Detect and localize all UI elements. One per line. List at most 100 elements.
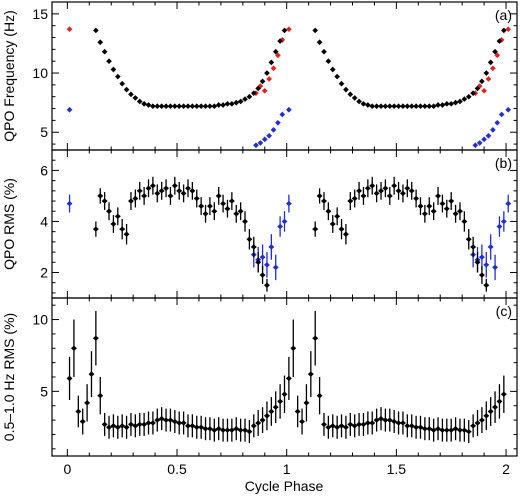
data-point: [264, 282, 270, 289]
data-point: [286, 26, 292, 33]
data-point: [498, 111, 505, 118]
data-point: [172, 103, 178, 110]
data-point: [136, 98, 143, 105]
data-point: [114, 213, 121, 220]
series-blue: [66, 194, 512, 281]
data-point: [485, 132, 492, 139]
data-point: [211, 208, 218, 215]
data-point: [360, 421, 367, 428]
data-point: [158, 415, 165, 422]
data-point: [294, 408, 301, 415]
data-point: [400, 103, 406, 110]
data-point: [119, 80, 126, 87]
data-point: [470, 90, 476, 96]
data-point: [400, 190, 406, 197]
data-point: [114, 424, 121, 431]
data-point: [439, 200, 446, 207]
data-point: [351, 423, 358, 429]
data-point: [158, 103, 165, 110]
data-point: [172, 182, 178, 189]
data-point: [343, 424, 349, 431]
data-point: [369, 182, 376, 189]
data-point: [242, 427, 248, 433]
data-point: [479, 417, 485, 423]
x-tick-label: 0: [63, 461, 71, 477]
data-point: [461, 218, 468, 225]
data-point: [448, 427, 455, 433]
data-point: [277, 398, 283, 405]
data-point: [167, 103, 174, 110]
data-point: [167, 193, 174, 199]
data-point: [180, 103, 187, 110]
data-point: [408, 423, 415, 429]
data-point: [154, 103, 161, 110]
data-point: [163, 103, 169, 110]
data-point: [154, 417, 161, 423]
data-point: [255, 259, 262, 266]
data-point: [457, 427, 463, 433]
data-point: [88, 371, 95, 377]
data-point: [66, 200, 73, 207]
data-point: [277, 223, 283, 230]
data-point: [430, 208, 437, 215]
data-point: [193, 195, 200, 202]
data-point: [185, 103, 191, 110]
data-point: [329, 423, 336, 429]
data-point: [101, 198, 108, 204]
data-point: [325, 424, 332, 431]
data-point: [426, 203, 433, 209]
data-point: [132, 423, 139, 429]
data-point: [395, 420, 402, 426]
data-point: [93, 27, 99, 34]
data-point: [264, 412, 270, 419]
data-point: [439, 427, 446, 433]
data-point: [404, 423, 411, 429]
data-point: [211, 427, 218, 433]
data-point: [255, 420, 262, 426]
y-tick-label: 15: [32, 6, 48, 22]
data-point: [391, 418, 397, 425]
data-point: [229, 198, 235, 204]
data-point: [472, 142, 479, 149]
data-point: [145, 102, 152, 108]
data-point: [382, 103, 389, 110]
data-point: [400, 420, 406, 426]
data-point: [329, 66, 336, 73]
data-point: [207, 103, 213, 110]
data-point: [172, 418, 178, 425]
data-point: [259, 78, 266, 85]
data-point: [325, 208, 332, 215]
data-point: [351, 95, 358, 101]
data-point: [202, 103, 209, 110]
data-point: [176, 187, 183, 194]
data-point: [365, 185, 371, 192]
data-point: [259, 272, 266, 278]
data-point: [501, 27, 507, 34]
data-point: [417, 103, 424, 110]
data-point: [281, 218, 288, 225]
data-point: [66, 375, 73, 382]
data-point: [93, 335, 99, 342]
data-point: [189, 103, 196, 110]
data-point: [422, 425, 428, 432]
data-point: [193, 103, 200, 110]
data-point: [505, 200, 512, 207]
data-point: [198, 103, 204, 110]
data-point: [198, 203, 204, 209]
data-point: [408, 103, 415, 110]
data-point: [286, 200, 292, 207]
data-point: [338, 80, 345, 87]
data-point: [501, 391, 507, 398]
data-point: [261, 136, 268, 143]
data-point: [110, 221, 117, 227]
data-point: [303, 400, 310, 406]
data-point: [154, 190, 161, 197]
data-point: [141, 193, 147, 199]
data-point: [136, 421, 143, 428]
data-point: [479, 254, 485, 261]
data-point: [132, 95, 139, 101]
data-point: [347, 421, 354, 428]
data-point: [386, 193, 393, 199]
data-point: [270, 127, 277, 133]
data-point: [481, 136, 487, 143]
